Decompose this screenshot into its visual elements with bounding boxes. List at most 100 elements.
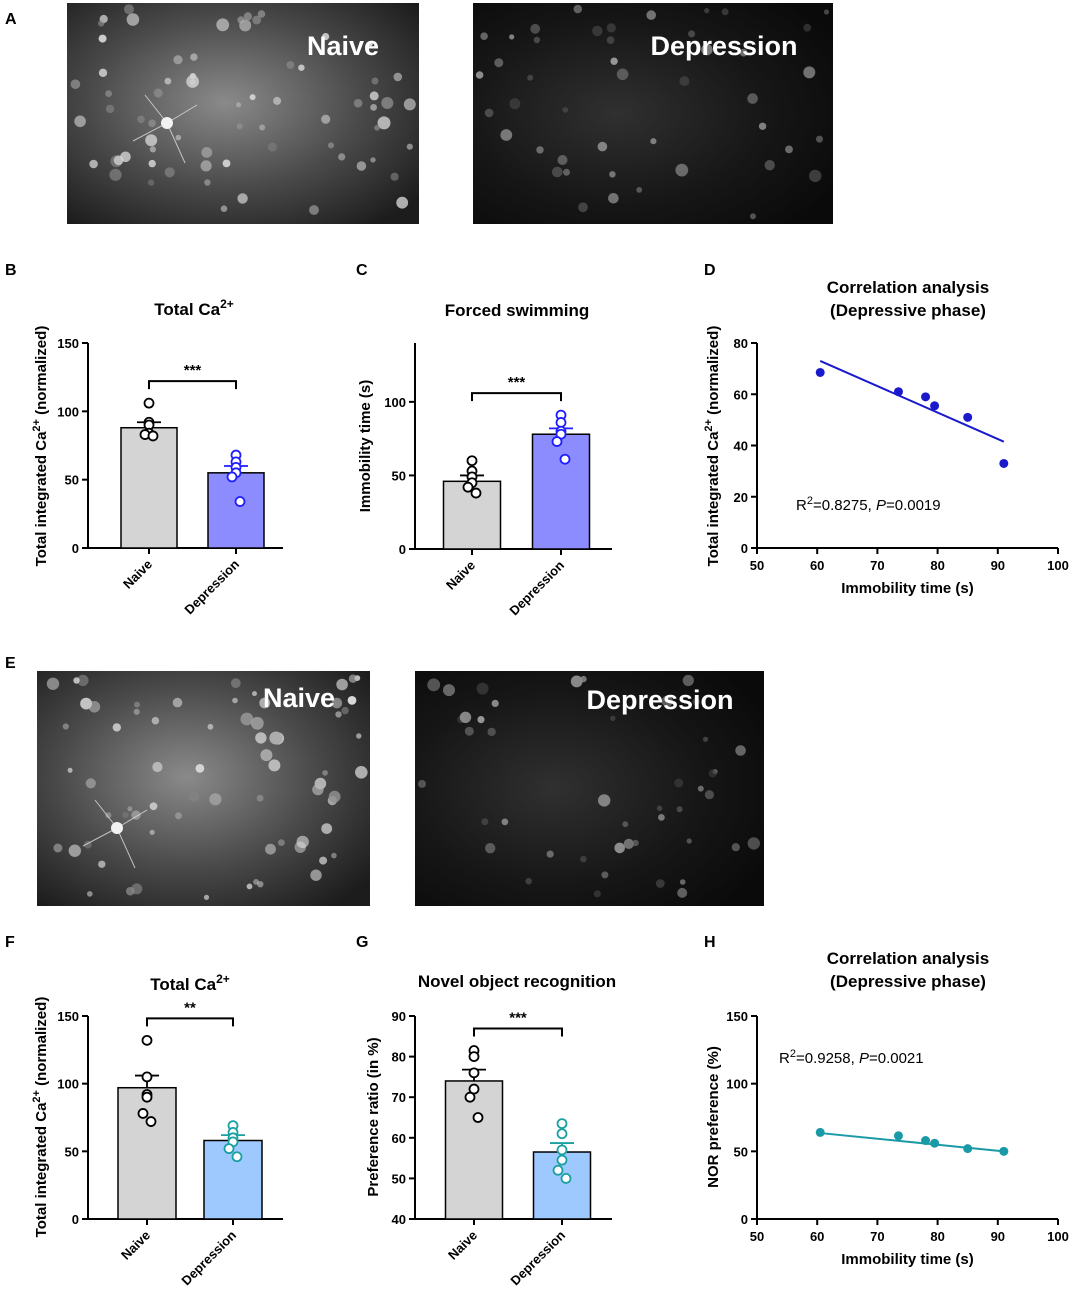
cell-body	[298, 64, 305, 71]
micrograph-label: Depression	[586, 685, 733, 715]
y-tick-label: 0	[399, 542, 406, 557]
cell-body	[731, 843, 740, 852]
cell-body	[273, 96, 282, 105]
cell-body	[427, 678, 441, 692]
scatter-point	[815, 367, 825, 377]
scatter-point	[963, 412, 973, 422]
cell-body	[237, 16, 245, 24]
scatter-point	[921, 1136, 931, 1146]
data-point	[551, 436, 563, 447]
cell-body	[598, 794, 611, 807]
cell-body	[655, 879, 665, 888]
y-tick-label: 150	[726, 1009, 748, 1024]
micrograph-label: Naive	[307, 31, 379, 61]
scatter-point	[893, 387, 903, 397]
y-axis-label: Preference ratio (in %)	[365, 1037, 382, 1196]
cell-body	[661, 695, 673, 707]
cell-body	[336, 678, 348, 691]
y-tick-label: 90	[392, 1009, 406, 1024]
cell-body	[236, 123, 243, 130]
panel-letter-b: B	[5, 262, 17, 279]
data-point	[468, 1051, 480, 1062]
y-tick-label: 100	[384, 395, 406, 410]
cell-body	[758, 122, 767, 130]
cell-body	[175, 812, 182, 820]
cell-body	[676, 806, 683, 813]
cell-body	[570, 675, 583, 688]
cell-body	[485, 843, 496, 854]
chart-g-novel-object: Novel object recognition Preference ratio…	[365, 972, 616, 1288]
cell-body	[269, 731, 283, 745]
chart-c-forced-swimming: Forced swimming Immobility time (s) 0 50 100…	[357, 301, 612, 618]
x-tick-label: 90	[991, 1229, 1005, 1244]
cell-body	[152, 761, 163, 773]
panel-letter-a: A	[5, 11, 17, 28]
panel-letter-e: E	[5, 655, 16, 672]
cell-body	[148, 119, 156, 128]
cell-body	[377, 116, 391, 130]
cell-body	[220, 205, 228, 212]
panel-letter-f: F	[5, 934, 15, 951]
cell-body	[614, 842, 625, 854]
bar-depression	[203, 1139, 263, 1220]
cell-body	[610, 57, 618, 65]
y-tick-label: 50	[65, 1144, 79, 1159]
cell-body	[260, 749, 273, 762]
chart-d-correlation: Correlation analysis (Depressive phase) To…	[703, 278, 1069, 597]
cell-body	[803, 66, 816, 79]
micrograph-e-depression: Depression	[415, 671, 764, 906]
cell-body	[616, 68, 629, 81]
cell-body	[682, 674, 694, 687]
scatter-point	[999, 1146, 1009, 1156]
significance-bracket	[148, 380, 237, 390]
cell-body	[501, 818, 509, 826]
cell-body	[371, 77, 379, 85]
cell-body	[494, 58, 504, 68]
cell-body	[675, 163, 689, 177]
cell-body	[356, 161, 367, 171]
x-tick-label: 80	[930, 558, 944, 573]
cell-body	[237, 193, 248, 204]
data-point	[556, 1144, 568, 1156]
cell-body	[403, 98, 416, 111]
cell-body	[200, 160, 212, 172]
category-label-depression: Depression	[506, 557, 567, 618]
cell-body	[328, 790, 341, 803]
category-label-naive: Naive	[445, 1228, 480, 1263]
y-tick-label: 0	[72, 1212, 79, 1227]
cell-body	[750, 213, 756, 220]
cell-body	[98, 20, 105, 27]
data-point	[559, 453, 571, 465]
cell-body	[252, 15, 262, 25]
cell-body	[134, 701, 140, 708]
category-label-depression: Depression	[178, 1227, 239, 1288]
bar-naive	[117, 1086, 177, 1220]
cell-body	[98, 860, 106, 868]
cell-body	[650, 138, 657, 145]
data-point	[472, 1112, 484, 1123]
y-tick-label: 50	[392, 1171, 406, 1186]
category-label-depression: Depression	[181, 556, 242, 617]
cell-body	[546, 850, 554, 858]
cell-bodies	[475, 4, 830, 220]
cell-body	[739, 48, 748, 57]
cell-body	[105, 812, 112, 819]
regression-line	[819, 360, 1005, 443]
data-point	[560, 1173, 572, 1184]
cell-body	[823, 9, 830, 15]
cell-body	[296, 835, 309, 849]
chart-title: Novel object recognition	[418, 972, 616, 991]
scatter-point	[963, 1144, 973, 1154]
cell-body	[481, 818, 489, 826]
cell-body	[632, 839, 639, 847]
bar-naive	[120, 426, 178, 549]
micrograph-a-depression: Depression	[473, 3, 833, 224]
cell-body	[89, 159, 98, 169]
cell-body	[149, 829, 155, 835]
cell-body	[309, 205, 319, 215]
chart-title: Total Ca2+	[154, 297, 234, 319]
cell-body	[509, 98, 521, 110]
cell-body	[606, 36, 615, 44]
cell-body	[688, 30, 696, 38]
